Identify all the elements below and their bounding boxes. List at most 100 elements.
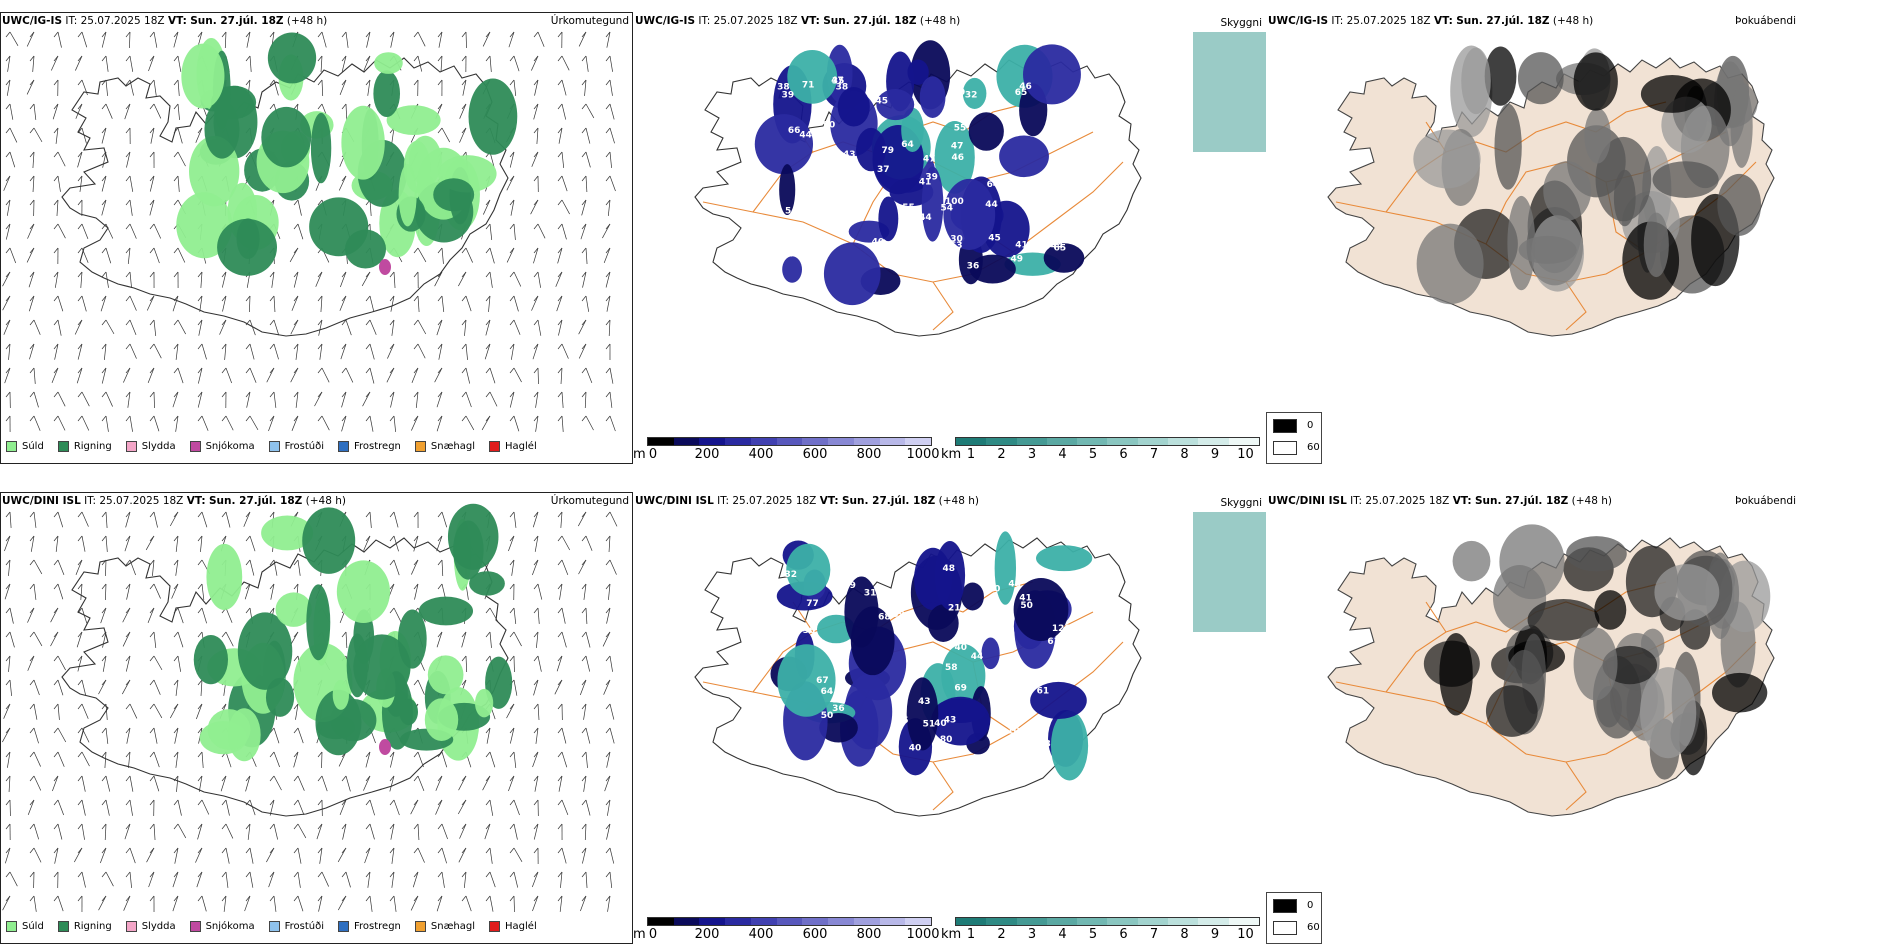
header-top-fog: UWC/IG-IS IT: 25.07.2025 18Z VT: Sun. 27… (1268, 15, 1594, 27)
cloudbase-label: 45 (875, 97, 888, 107)
cloudbase-label: 32 (965, 90, 978, 100)
fog-panel-bottom: UWC/DINI ISL IT: 25.07.2025 18Z VT: Sun.… (1266, 492, 1900, 944)
colorbar-tick: 600 (802, 927, 828, 942)
cloudbase-label: 64 (821, 687, 834, 697)
legend-item: Haglél (489, 921, 537, 932)
colorbar-tick: 10 (1237, 447, 1254, 462)
cloudbase-label: 47 (951, 142, 964, 152)
colorbar-tick: 1000 (906, 927, 940, 942)
colorbar-tick: 2 (997, 927, 1006, 942)
cloud-map-bottom: 3257768403950413850324348794440505851613… (694, 512, 1266, 817)
cloudbase-label: 36 (832, 704, 845, 714)
colorbar-tick: 1000 (906, 447, 940, 462)
legend-label: Slydda (141, 441, 176, 452)
legend-label: Súld (22, 441, 44, 452)
cloudbase-label: 48 (943, 564, 956, 574)
precip-legend-bottom: Súld Rigning Slydda Snjókoma Frostúði Frostre… (6, 921, 551, 932)
legend-item: Rigning (57, 441, 112, 452)
cloudbase-label: 47 (831, 76, 844, 86)
colorbar-tick: 9 (1210, 927, 1220, 942)
legend-item: Rigning (57, 921, 112, 932)
legend-label: Frostregn (354, 441, 401, 452)
legend-swatch (268, 441, 280, 452)
fog-field-bottom (1266, 492, 1900, 944)
precip-areas-bottom (193, 503, 513, 762)
legend-label: Frostúði (284, 441, 324, 452)
precip-map-top (2, 31, 616, 433)
cloudbase-label: 43 (918, 697, 931, 707)
fog-legend-bottom: 0 60 (1266, 892, 1322, 944)
cloudbase-label: 32 (784, 570, 797, 580)
cloudbase-label: 39 (782, 91, 795, 101)
cloudbase-label: 35 (832, 77, 845, 87)
precip-panel-top: UWC/IG-IS IT: 25.07.2025 18Z VT: Sun. 27… (0, 12, 633, 464)
cloudbase-label: 48 (787, 249, 800, 259)
colorbar-tick: 7 (1149, 927, 1159, 942)
fog-legend-top: 0 60 (1266, 412, 1322, 464)
panel-title-cloud-bottom: Skyggni (1220, 497, 1263, 509)
legend-item: Súld (6, 441, 44, 452)
colorbar-tick: 5 (1088, 447, 1098, 462)
colorbar-tick: 9 (1210, 447, 1220, 462)
colorbar-tick: 400 (748, 927, 774, 942)
iceland-coastline-top (61, 57, 509, 337)
precip-panel-bottom: UWC/DINI ISL IT: 25.07.2025 18Z VT: Sun.… (0, 492, 633, 944)
colorbar-tick: 0 (648, 927, 658, 942)
cloudbase-label: 65 (1015, 88, 1028, 98)
cloudbase-label: 36 (967, 261, 980, 271)
legend-swatch (189, 921, 201, 932)
colorbar-tick: 3 (1027, 447, 1037, 462)
colorbar-tick: 800 (856, 927, 882, 942)
colorbar-tick: 6 (1119, 447, 1128, 462)
legend-label: Slydda (141, 921, 176, 932)
colorbar-tick: 0 (648, 447, 658, 462)
fog-map-top (1266, 12, 1900, 464)
legend-item: Snæhagl (414, 441, 475, 452)
legend-item: Slydda (125, 921, 176, 932)
cloudbase-label: 59 (953, 88, 966, 98)
legend-item: Frostúði (268, 921, 324, 932)
cloudbase-label: 51 (923, 720, 936, 730)
cloudbase-label: 37 (844, 189, 857, 199)
legend-label: Snjókoma (205, 921, 255, 932)
cloudbase-label: 41 (1019, 593, 1032, 603)
cloudbase-label: 55 (902, 203, 915, 213)
cloudbase-label: 44 (1051, 242, 1064, 252)
panel-title-fog-bottom: Þokuábendi (1735, 495, 1796, 507)
cloudbase-label: 90 (823, 120, 836, 130)
cloudbase-label: 102 (1007, 726, 1026, 736)
legend-swatch (57, 921, 69, 932)
legend-swatch (268, 921, 280, 932)
cloudbase-label: 38 (777, 83, 790, 93)
cloudbase-label: 61 (1037, 687, 1050, 697)
legend-swatch (125, 921, 137, 932)
colorbar-tick: 600 (802, 447, 828, 462)
precip-legend-top: Súld Rigning Slydda Snjókoma Frostúði Frostre… (6, 441, 551, 452)
legend-swatch (6, 441, 17, 452)
cloudbase-label: 30 (950, 235, 963, 245)
cloudbase-label: 61 (1014, 733, 1027, 743)
cloudbase-label: 45 (988, 234, 1001, 244)
legend-swatch (57, 441, 69, 452)
visibility-colorbar-bottom: km 1 2 3 4 5 6 7 8 9 10 (941, 917, 1261, 942)
cloudbase-label: 46 (952, 153, 965, 163)
cloudbase-label: 67 (816, 676, 829, 686)
cloudbase-label: 41 (919, 177, 932, 187)
legend-label: Frostregn (354, 921, 401, 932)
precip-map-bottom (2, 503, 618, 913)
cloudbase-label: 44 (919, 213, 932, 223)
cloudbase-label: 93 (895, 580, 908, 590)
cloudbase-label: 64 (987, 180, 1000, 190)
cloudbase-label: 39 (843, 581, 856, 591)
fog-map-bottom (1266, 492, 1900, 944)
colorbar-tick: 10 (1237, 927, 1254, 942)
cloudbase-label: 45 (896, 716, 909, 726)
colorbar-tick: 4 (1058, 927, 1067, 942)
cloudbase-label: 44 (779, 248, 792, 258)
cloudbase-label: 79 (779, 634, 792, 644)
legend-swatch (338, 921, 349, 932)
cloudbase-labels-bottom: 3257768403950413850324348794440505851613… (779, 564, 1071, 754)
header-bottom-fog: UWC/DINI ISL IT: 25.07.2025 18Z VT: Sun.… (1268, 495, 1612, 507)
colorbar-tick: 4 (1058, 447, 1067, 462)
legend-item: Frostúði (268, 441, 324, 452)
